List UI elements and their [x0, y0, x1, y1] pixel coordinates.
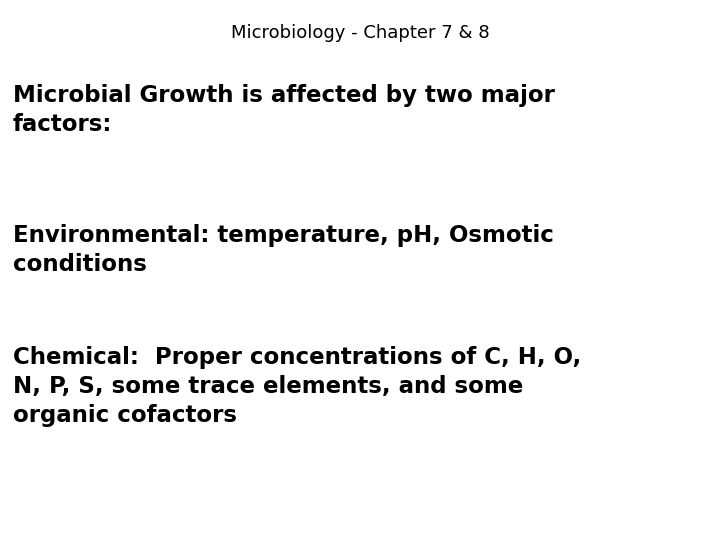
Text: Microbiology - Chapter 7 & 8: Microbiology - Chapter 7 & 8 — [230, 24, 490, 42]
Text: Environmental: temperature, pH, Osmotic
conditions: Environmental: temperature, pH, Osmotic … — [13, 224, 554, 276]
Text: Chemical:  Proper concentrations of C, H, O,
N, P, S, some trace elements, and s: Chemical: Proper concentrations of C, H,… — [13, 346, 581, 427]
Text: Microbial Growth is affected by two major
factors:: Microbial Growth is affected by two majo… — [13, 84, 555, 136]
